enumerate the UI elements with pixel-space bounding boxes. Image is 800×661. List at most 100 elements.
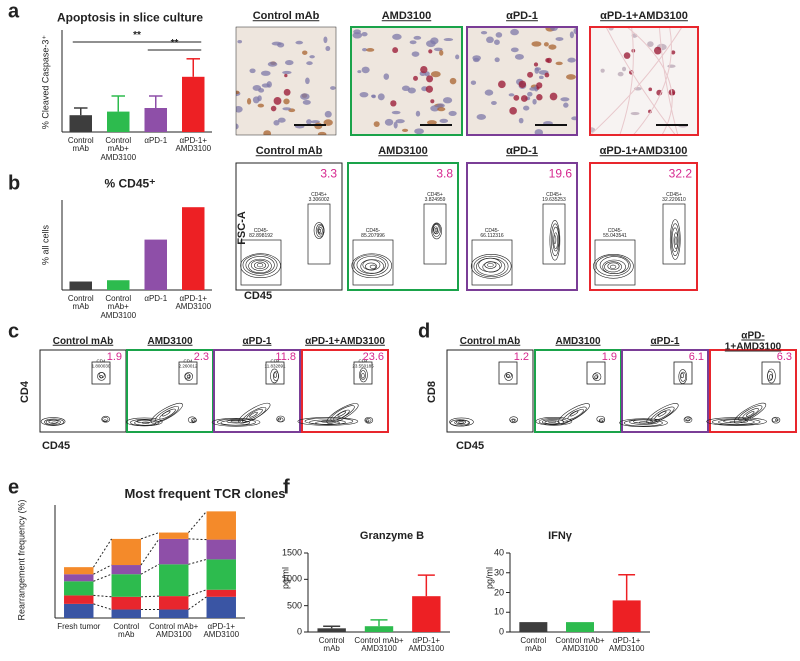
contour bbox=[711, 418, 761, 426]
contour bbox=[650, 406, 675, 423]
nucleus bbox=[302, 50, 308, 55]
chart-title: Apoptosis in slice culture bbox=[56, 10, 204, 25]
nucleus bbox=[569, 31, 575, 39]
contour bbox=[569, 410, 579, 417]
nucleus bbox=[510, 28, 519, 36]
x-tick-label: Control mAb bbox=[67, 136, 94, 154]
contour bbox=[455, 420, 467, 425]
plot-frame bbox=[621, 349, 709, 433]
stain bbox=[273, 96, 282, 105]
contour bbox=[364, 416, 374, 424]
contour bbox=[253, 261, 267, 270]
contour bbox=[353, 254, 389, 276]
gate-label: CD4 1.800030 bbox=[91, 358, 111, 368]
nucleus bbox=[237, 40, 243, 44]
plot-header: αPD-1+AMD3100 bbox=[724, 330, 782, 352]
x-tick-label: αPD-1 bbox=[144, 294, 168, 303]
bar-segment bbox=[111, 574, 141, 597]
gate-label: CD45- 66.112316 bbox=[480, 227, 504, 239]
nucleus bbox=[449, 77, 457, 85]
contour bbox=[592, 373, 599, 380]
stain bbox=[498, 80, 506, 89]
nucleus bbox=[236, 123, 239, 130]
contour bbox=[706, 417, 767, 426]
contour bbox=[186, 374, 191, 379]
percent-label: 6.1 bbox=[688, 351, 704, 364]
nucleus bbox=[391, 110, 401, 115]
bar bbox=[182, 207, 205, 290]
y-tick-label: 1500 bbox=[281, 547, 302, 558]
connector bbox=[188, 596, 207, 610]
nucleus bbox=[295, 40, 304, 45]
contour bbox=[670, 223, 680, 257]
nucleus bbox=[555, 37, 564, 41]
bar-segment bbox=[159, 609, 189, 618]
bar-segment bbox=[206, 539, 236, 560]
bar-segment bbox=[206, 511, 236, 540]
nucleus bbox=[353, 29, 361, 35]
x-tick-label: Control mAb+ AMD3100 bbox=[555, 636, 605, 654]
contour bbox=[356, 256, 386, 274]
contour bbox=[211, 417, 261, 427]
plot-header: αPD-1+AMD3100 bbox=[305, 335, 385, 347]
plot-header: AMD3100 bbox=[147, 335, 193, 347]
stain bbox=[390, 100, 397, 107]
stain bbox=[520, 95, 528, 102]
contour bbox=[361, 373, 365, 379]
plot-header: AMD3100 bbox=[378, 145, 428, 158]
stain bbox=[623, 52, 631, 59]
stain bbox=[518, 80, 527, 88]
x-tick-label: Control mAb+ AMD3100 bbox=[149, 622, 199, 640]
bar-segment bbox=[111, 609, 141, 618]
nucleus bbox=[548, 44, 557, 50]
stain bbox=[549, 92, 558, 101]
gate bbox=[352, 239, 394, 286]
y-axis-label: % Cleaved Caspase-3⁺ bbox=[40, 34, 51, 130]
nucleus bbox=[309, 55, 315, 59]
nucleus bbox=[257, 103, 265, 108]
nucleus bbox=[437, 107, 446, 112]
chart-title: % CD45⁺ bbox=[104, 176, 156, 191]
contour bbox=[315, 223, 325, 238]
contour bbox=[318, 228, 322, 233]
contour bbox=[669, 219, 681, 260]
stain bbox=[283, 88, 291, 96]
nucleus bbox=[472, 55, 481, 61]
stain bbox=[671, 50, 676, 55]
micrograph bbox=[467, 27, 577, 135]
nucleus bbox=[323, 36, 328, 44]
plot-header: Control mAb bbox=[52, 335, 114, 347]
chart-title: Most frequent TCR clones bbox=[124, 486, 286, 502]
stain bbox=[509, 107, 517, 115]
bar bbox=[364, 626, 394, 632]
gate bbox=[586, 361, 606, 385]
contour bbox=[240, 253, 281, 279]
nucleus bbox=[426, 40, 436, 48]
contour bbox=[102, 417, 109, 422]
plot-header: αPD-1+AMD3100 bbox=[599, 145, 688, 158]
chart-title: IFNγ bbox=[548, 530, 572, 543]
nucleus bbox=[566, 74, 576, 80]
contour bbox=[553, 235, 557, 244]
tissue-bg bbox=[236, 27, 336, 135]
percent-label: 1.2 bbox=[513, 351, 529, 364]
contour bbox=[535, 417, 573, 426]
contour bbox=[273, 371, 279, 382]
contour bbox=[277, 417, 281, 421]
contour bbox=[433, 226, 439, 234]
nucleus bbox=[667, 64, 676, 68]
image-frame bbox=[350, 26, 463, 136]
nucleus bbox=[508, 93, 515, 97]
contour bbox=[273, 372, 277, 378]
contour bbox=[674, 236, 678, 246]
nucleus bbox=[263, 130, 272, 135]
nucleus bbox=[317, 131, 327, 135]
connector bbox=[188, 511, 207, 533]
nucleus bbox=[531, 41, 542, 47]
nucleus bbox=[236, 90, 240, 95]
nucleus bbox=[261, 83, 271, 88]
plot-header: AMD3100 bbox=[555, 335, 601, 347]
nucleus bbox=[543, 42, 549, 47]
contour bbox=[366, 419, 370, 423]
nucleus bbox=[617, 71, 624, 77]
